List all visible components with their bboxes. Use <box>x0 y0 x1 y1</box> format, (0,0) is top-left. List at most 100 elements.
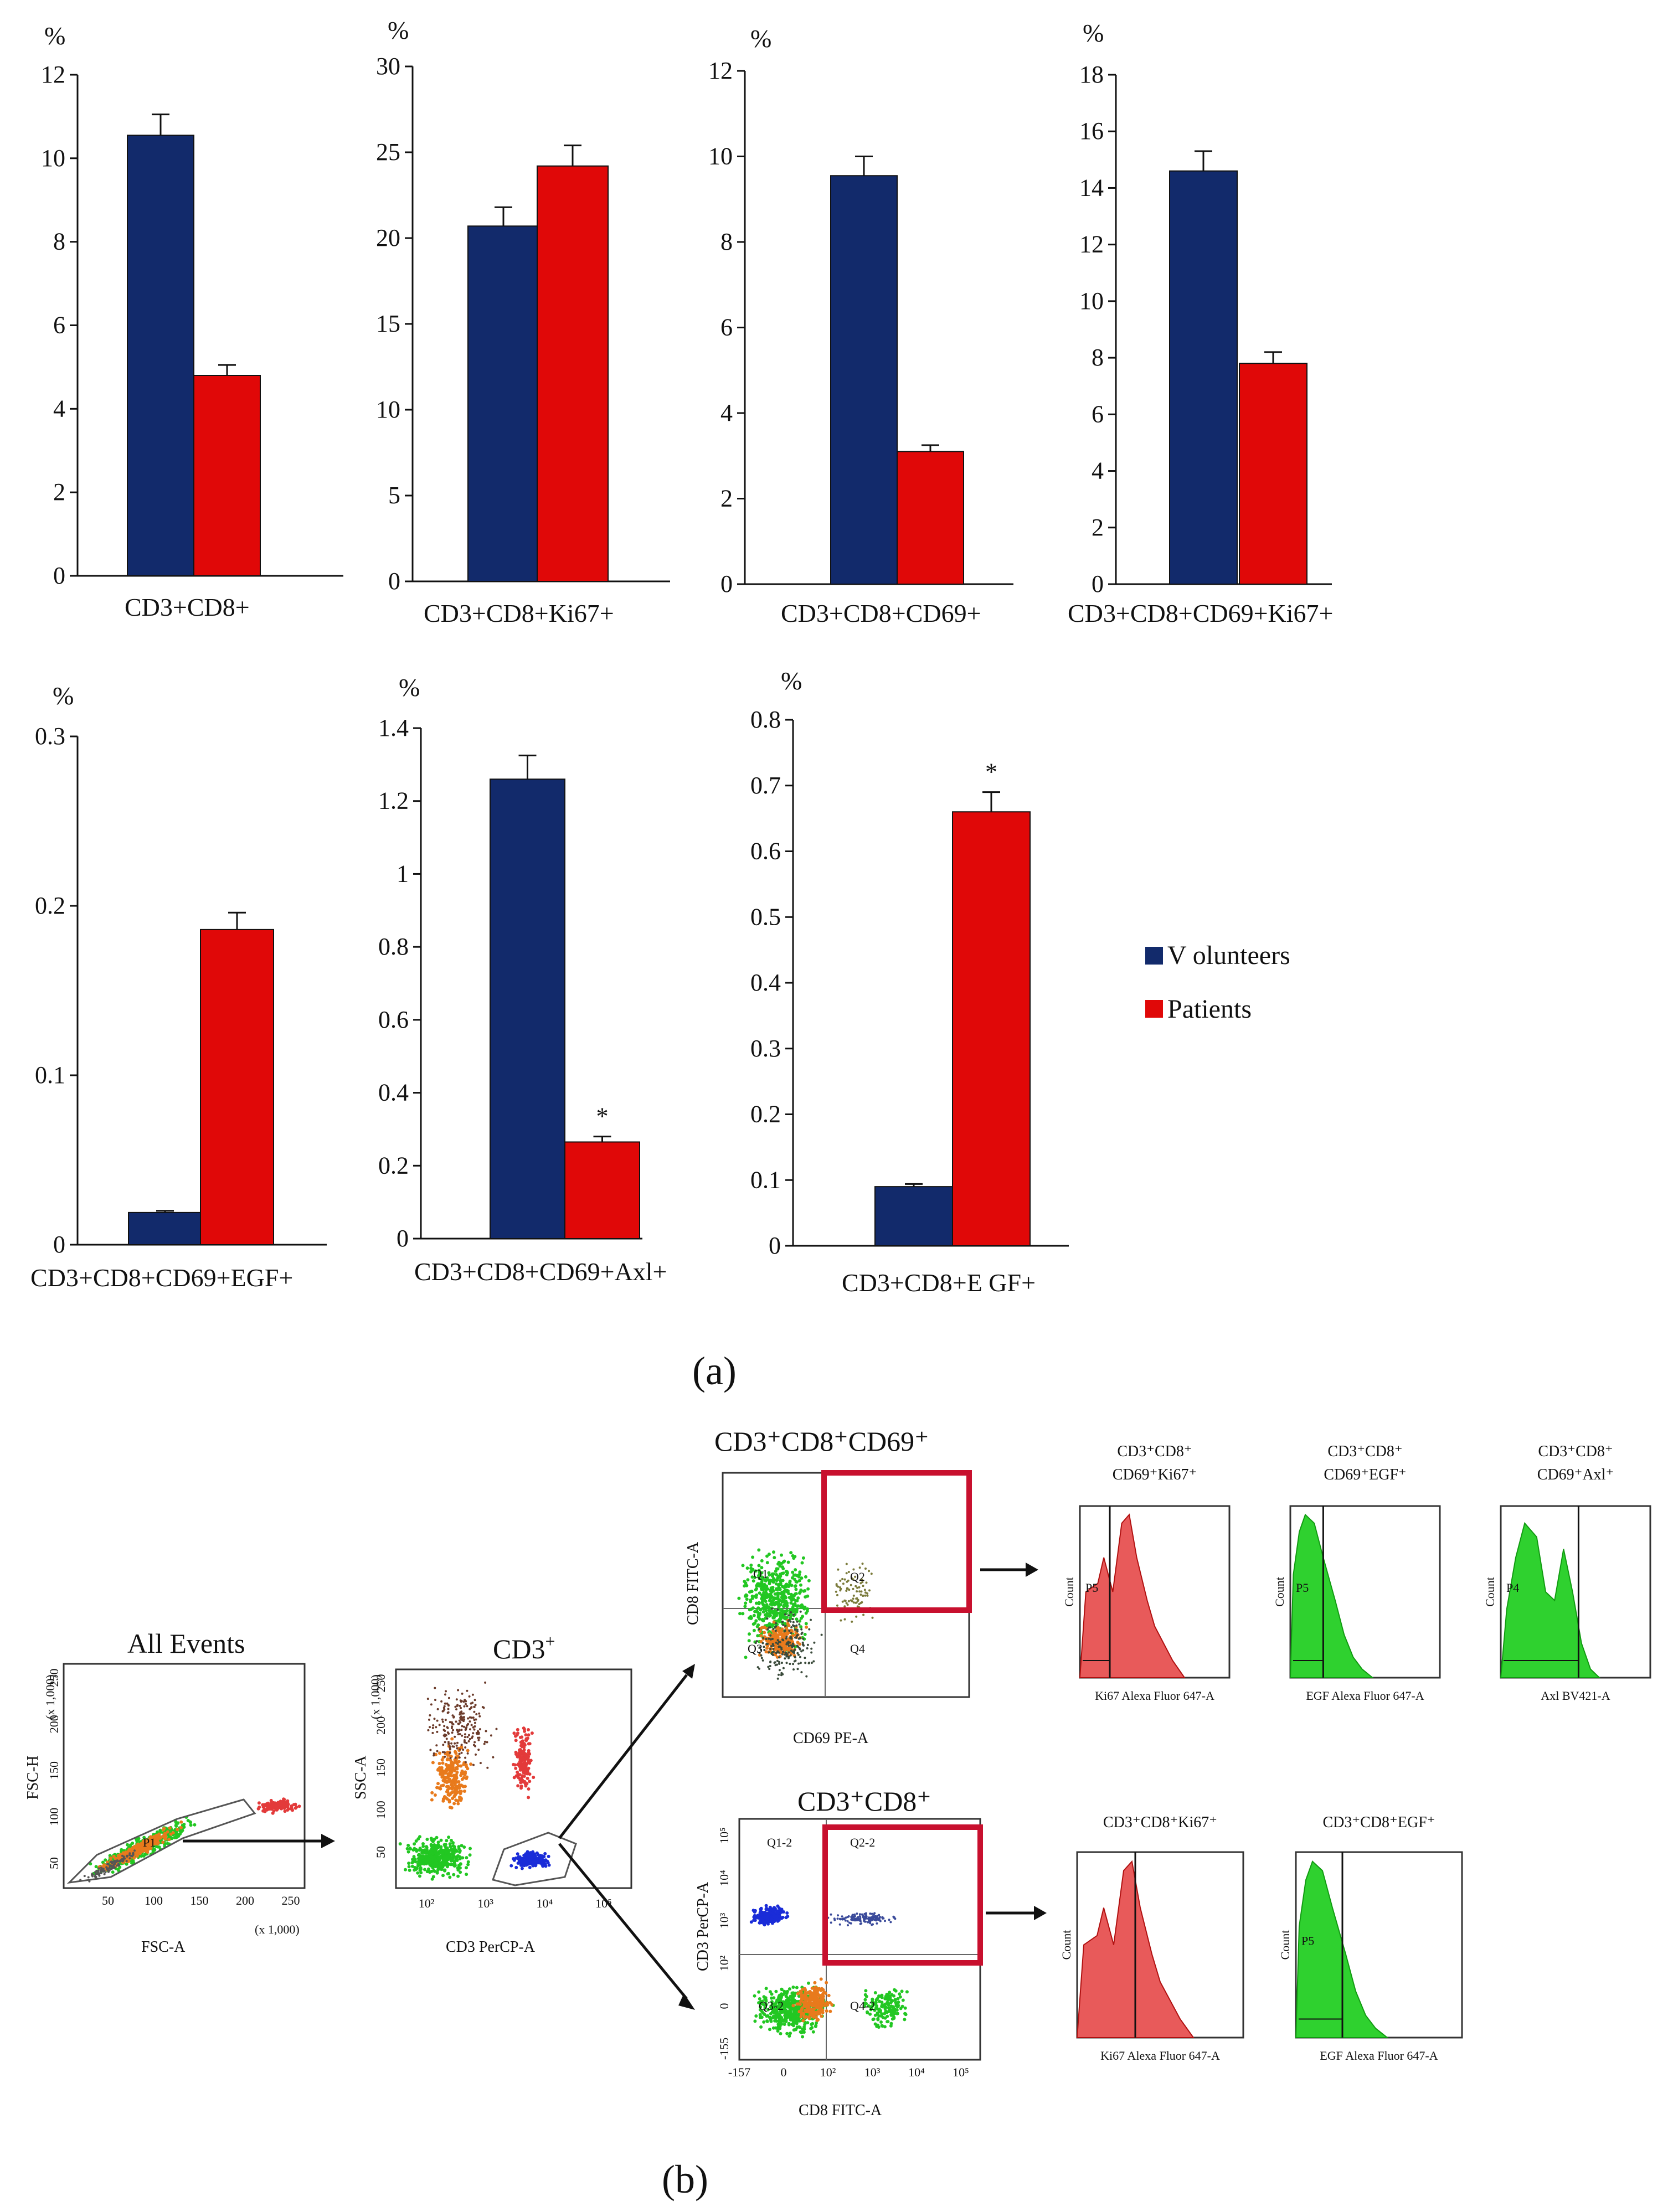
dot-green <box>764 1600 768 1603</box>
dot-green <box>173 1835 177 1839</box>
dot-green <box>414 1848 418 1852</box>
dot-dark <box>769 1661 772 1663</box>
dot-orange <box>819 1977 823 1981</box>
dot-orange <box>783 1646 786 1650</box>
dot-green <box>760 1601 764 1605</box>
dot-dark <box>775 1652 778 1654</box>
dot-green <box>748 1616 751 1620</box>
dot-brown <box>454 1742 456 1745</box>
dot-brown <box>435 1744 438 1747</box>
dot-olive <box>852 1587 854 1590</box>
dot-orange <box>136 1844 140 1848</box>
dot-green <box>905 1990 909 1994</box>
dot-blue-mid <box>853 1913 856 1916</box>
dot-grey <box>125 1860 128 1863</box>
dot-green <box>468 1853 472 1857</box>
dot-green <box>772 1996 776 2000</box>
dot-orange <box>807 2010 811 2014</box>
dot-brown <box>462 1712 465 1715</box>
dot-green <box>435 1858 439 1862</box>
y-tick-label: 10 <box>376 396 400 423</box>
dot-green <box>787 2012 791 2015</box>
dot-green <box>442 1862 446 1865</box>
dot-green <box>798 1619 802 1623</box>
dot-green <box>750 1575 754 1579</box>
dot-green <box>894 2000 898 2004</box>
dot-olive <box>861 1581 864 1584</box>
dot-grey <box>121 1858 123 1860</box>
x-tick-label: 0 <box>781 2065 787 2079</box>
dot-brown <box>475 1713 478 1715</box>
dot-orange <box>119 1853 122 1857</box>
dot-green <box>780 1596 784 1599</box>
dot-brown <box>456 1704 459 1706</box>
bar-chart-6: 00.20.40.60.811.21.4%*CD3+CD8+CD69+Axl+ <box>378 673 667 1286</box>
dot-green <box>754 2014 758 2018</box>
dot-red <box>518 1768 522 1772</box>
dot-green <box>796 2019 800 2023</box>
dot-brown <box>431 1731 434 1734</box>
dot-grey <box>87 1876 90 1879</box>
dot-orange <box>168 1826 172 1830</box>
dot-dark <box>760 1654 763 1657</box>
y-tick-label: 0 <box>720 570 733 597</box>
y-tick-label: 0 <box>53 1231 65 1258</box>
dot-green <box>761 1603 765 1607</box>
dot-red <box>522 1771 526 1775</box>
dot-green <box>801 1556 805 1560</box>
cd3-title: CD3+ <box>493 1631 555 1664</box>
dot-brown <box>468 1734 470 1736</box>
dot-dark <box>792 1613 795 1616</box>
dot-red <box>518 1735 522 1739</box>
dot-dark <box>794 1648 796 1651</box>
dot-green <box>433 1846 436 1850</box>
dot-blue <box>522 1864 526 1868</box>
dot-blue <box>768 1908 771 1912</box>
dot-green <box>748 1608 751 1612</box>
dot-orange <box>109 1856 113 1860</box>
dot-orange <box>140 1848 144 1852</box>
dot-orange <box>161 1828 165 1832</box>
dot-olive <box>836 1604 838 1607</box>
dot-orange <box>179 1826 183 1829</box>
dot-blue <box>514 1865 518 1869</box>
legend-label-patients: Patients <box>1167 994 1252 1024</box>
dot-olive <box>843 1578 846 1581</box>
dot-blue <box>528 1858 532 1862</box>
dot-orange <box>804 1996 808 1999</box>
dot-green <box>459 1870 462 1874</box>
dot-olive <box>861 1578 863 1581</box>
y-tick-label: 10 <box>41 145 65 172</box>
dot-green <box>880 2024 884 2028</box>
dot-blue-mid <box>843 1917 846 1920</box>
dot-green <box>876 2011 879 2015</box>
dot-red <box>524 1767 528 1771</box>
count-label: Count <box>1483 1577 1497 1607</box>
dot-brown <box>459 1733 461 1735</box>
dot-grey <box>106 1863 109 1865</box>
dot-orange <box>446 1754 450 1757</box>
dot-dark <box>810 1647 813 1650</box>
dot-brown <box>457 1723 460 1725</box>
dot-green <box>873 1991 877 1994</box>
dot-brown <box>449 1757 452 1760</box>
dot-blue <box>539 1856 543 1859</box>
dot-red <box>263 1809 267 1813</box>
dot-green <box>789 1592 793 1596</box>
dot-dark <box>789 1663 791 1665</box>
dot-dark <box>798 1647 801 1649</box>
y-tick-label: 6 <box>720 314 733 341</box>
dot-green <box>774 1989 778 1993</box>
dot-grey <box>128 1857 131 1860</box>
dot-orange <box>137 1848 141 1852</box>
cd3cd8cd69-q4: Q4 <box>850 1642 865 1656</box>
dot-blue-mid <box>838 1917 841 1920</box>
dot-brown <box>444 1741 446 1744</box>
dot-blue <box>765 1907 769 1911</box>
x-tick-label: 10³ <box>864 2065 881 2079</box>
